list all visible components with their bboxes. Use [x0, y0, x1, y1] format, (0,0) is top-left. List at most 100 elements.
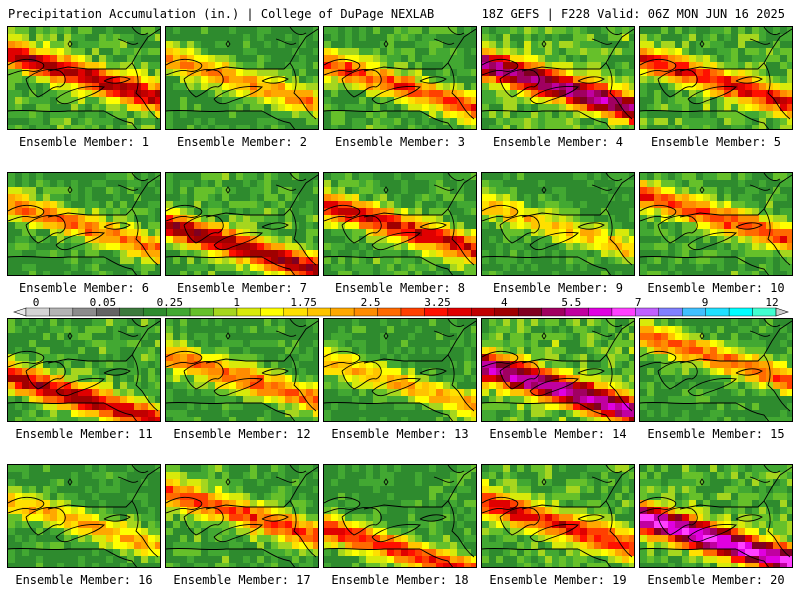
- precip-field-map: [166, 27, 318, 129]
- state-border-line: [640, 496, 677, 514]
- state-border-line: [8, 496, 45, 514]
- state-border-line: [640, 401, 736, 405]
- colorbar-bin: [611, 307, 636, 317]
- member-map-panel: [7, 464, 161, 568]
- state-border-line: [103, 368, 131, 376]
- ensemble-member-label: Ensemble Member: 6: [18, 281, 150, 295]
- state-border-line: [482, 109, 578, 113]
- station-marker-icon: [225, 186, 231, 194]
- ensemble-member-label: Ensemble Member: 5: [650, 135, 782, 149]
- precip-field-map: [324, 465, 476, 567]
- station-marker-icon: [67, 478, 73, 486]
- station-marker-icon: [383, 478, 389, 486]
- state-border-line: [275, 319, 307, 337]
- ensemble-member-label: Ensemble Member: 1: [18, 135, 150, 149]
- state-border-line: [324, 350, 361, 368]
- state-border-line: [763, 62, 791, 120]
- state-border-line: [577, 222, 605, 230]
- ensemble-member-label: Ensemble Member: 2: [176, 135, 308, 149]
- member-map-panel: [323, 26, 477, 130]
- state-border-line: [529, 524, 579, 543]
- colorbar-bin: [166, 307, 191, 317]
- state-border-line: [117, 319, 149, 337]
- colorbar-tick-label: 0: [33, 297, 40, 309]
- state-border-line: [640, 350, 677, 368]
- state-border-line: [657, 214, 698, 244]
- ensemble-member-label: Ensemble Member: 10: [647, 281, 785, 295]
- state-border-line: [763, 500, 791, 558]
- state-border-line: [482, 255, 578, 259]
- state-border-line: [25, 68, 66, 98]
- member-map-panel: [481, 464, 635, 568]
- state-border-line: [735, 402, 770, 421]
- state-border-line: [482, 58, 519, 76]
- colorbar-bin: [330, 307, 355, 317]
- colorbar-tick-label: 2.5: [361, 297, 381, 309]
- state-border-line: [482, 350, 519, 368]
- station-marker-icon: [225, 40, 231, 48]
- station-marker-icon: [383, 332, 389, 340]
- member-map-panel: [165, 464, 319, 568]
- precip-field-map: [640, 465, 792, 567]
- state-border-line: [166, 547, 262, 551]
- colorbar-tick-label: 7: [635, 297, 642, 309]
- precip-field-map: [482, 319, 634, 421]
- colorbar-tick-label: 3.25: [424, 297, 451, 309]
- state-border-line: [341, 360, 382, 390]
- state-border-line: [735, 548, 770, 567]
- state-border-line: [103, 514, 131, 522]
- state-border-line: [687, 232, 737, 251]
- state-border-line: [577, 368, 605, 376]
- member-map-panel: [323, 172, 477, 276]
- colorbar-tick-label: 12: [765, 297, 778, 309]
- state-border-line: [640, 204, 677, 222]
- state-border-line: [261, 548, 296, 567]
- state-border-line: [117, 27, 149, 45]
- state-border-line: [419, 110, 454, 129]
- colorbar-tick-label: 0.05: [90, 297, 117, 309]
- station-marker-icon: [541, 332, 547, 340]
- ensemble-member-label: Ensemble Member: 13: [331, 427, 469, 441]
- state-border-line: [371, 378, 421, 397]
- state-border-line: [55, 86, 105, 105]
- state-border-line: [25, 506, 66, 536]
- state-border-line: [183, 214, 224, 244]
- precip-field-map: [640, 319, 792, 421]
- member-map-panel: [165, 26, 319, 130]
- member-map-panel: [323, 318, 477, 422]
- state-border-line: [103, 548, 138, 567]
- ensemble-member-label: Ensemble Member: 3: [334, 135, 466, 149]
- state-border-line: [735, 76, 763, 84]
- station-marker-icon: [67, 332, 73, 340]
- state-border-line: [735, 368, 763, 376]
- colorbar-bin: [96, 307, 120, 317]
- ensemble-member-label: Ensemble Member: 11: [15, 427, 153, 441]
- station-marker-icon: [699, 478, 705, 486]
- state-border-line: [166, 109, 262, 113]
- state-border-line: [679, 28, 792, 72]
- state-border-line: [103, 110, 138, 129]
- state-border-line: [324, 547, 420, 551]
- state-border-line: [131, 500, 159, 558]
- member-map-panel: [639, 318, 793, 422]
- state-border-line: [166, 350, 203, 368]
- ensemble-member-label: Ensemble Member: 15: [647, 427, 785, 441]
- precip-field-map: [166, 319, 318, 421]
- state-border-line: [261, 222, 289, 230]
- state-border-line: [577, 76, 605, 84]
- state-border-line: [419, 402, 454, 421]
- state-border-line: [363, 320, 476, 364]
- colorbar-bin: [213, 307, 238, 317]
- state-border-line: [447, 208, 475, 266]
- state-border-line: [261, 256, 296, 275]
- state-border-line: [577, 514, 605, 522]
- state-border-line: [749, 173, 781, 191]
- state-border-line: [341, 506, 382, 536]
- state-border-line: [499, 360, 540, 390]
- state-border-line: [433, 319, 465, 337]
- state-border-line: [419, 222, 447, 230]
- colorbar-bin: [307, 307, 331, 317]
- colorbar-bin: [189, 307, 214, 317]
- ensemble-member-label: Ensemble Member: 9: [492, 281, 624, 295]
- state-border-line: [640, 255, 736, 259]
